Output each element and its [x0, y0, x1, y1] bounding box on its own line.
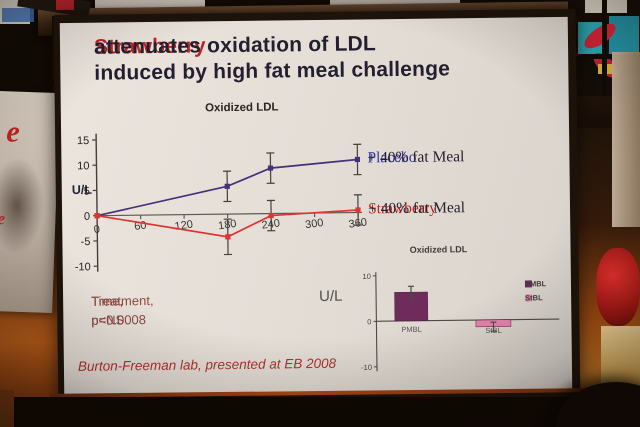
- projection-screen: Strawberry attenuates oxidation of LDL i…: [53, 8, 581, 406]
- pillar: [612, 52, 640, 227]
- inset-legend: PMBL StBL: [525, 279, 546, 308]
- svg-text:15: 15: [77, 135, 89, 147]
- inset-legend-item-pmbl: PMBL: [525, 279, 546, 288]
- red-object: [596, 248, 640, 326]
- svg-text:300: 300: [304, 217, 324, 231]
- svg-text:10: 10: [77, 160, 89, 172]
- inset-legend-label: StBL: [525, 293, 543, 303]
- legend-placebo-tail: + 40% fat Meal: [367, 148, 465, 167]
- legend-strawberry-tail: + 40% fat Meal: [367, 199, 466, 218]
- room-foreground-dark: [0, 397, 640, 427]
- series-placebo: [94, 143, 362, 219]
- banner-left: e e: [0, 90, 60, 314]
- slide-footer-attribution: Burton-Freeman lab, presented at EB 2008: [77, 355, 337, 374]
- banner-letter: e: [0, 209, 6, 229]
- stats-time: Time, p=NS: [91, 293, 125, 328]
- inset-legend-item-stbl: StBL: [525, 293, 543, 302]
- shadow-on-banner: [0, 156, 46, 255]
- inset-legend-label: PMBL: [524, 279, 547, 289]
- svg-text:PMBL: PMBL: [401, 325, 422, 334]
- glass-mullion: [602, 0, 607, 100]
- svg-text:0: 0: [93, 223, 101, 236]
- window-pane-red: [56, 0, 74, 10]
- window-pane-blue: [2, 8, 34, 22]
- svg-text:StBL: StBL: [485, 326, 501, 335]
- svg-text:0: 0: [84, 211, 90, 223]
- svg-text:-10: -10: [361, 363, 372, 372]
- svg-text:-10: -10: [75, 261, 91, 273]
- charts-canvas: 151050-5-10060120180240300360100-10PMBLS…: [75, 133, 560, 372]
- svg-text:5: 5: [84, 186, 90, 198]
- orange-edge-bottom-left: [0, 390, 14, 427]
- glass-pane-teal: [609, 16, 639, 56]
- banner-letter: e: [5, 115, 21, 149]
- slide: Strawberry attenuates oxidation of LDL i…: [59, 16, 573, 396]
- inset-y-axis-label: U/L: [318, 287, 343, 305]
- svg-text:0: 0: [367, 317, 371, 326]
- svg-text:10: 10: [362, 272, 370, 281]
- inset-chart-title: Oxidized LDL: [409, 244, 468, 255]
- svg-text:-5: -5: [81, 236, 91, 248]
